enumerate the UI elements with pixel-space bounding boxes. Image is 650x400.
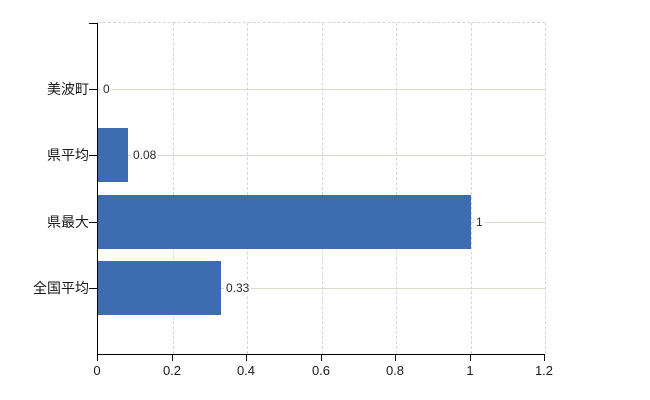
y-axis-tick [89, 155, 98, 156]
vertical-gridline [322, 23, 323, 354]
x-tick-label: 0.2 [162, 363, 182, 378]
vertical-gridline [471, 23, 472, 354]
vertical-gridline [247, 23, 248, 354]
category-label: 県平均 [47, 147, 89, 163]
y-axis-tick [89, 89, 98, 90]
x-axis-tick [321, 355, 322, 361]
x-axis-line [97, 354, 545, 355]
x-axis-tick [246, 355, 247, 361]
bar-value-label: 1 [474, 214, 485, 230]
x-tick-label: 0.8 [385, 363, 405, 378]
plot-border-top [98, 22, 545, 23]
category-label: 県最大 [47, 214, 89, 230]
bar [98, 195, 471, 249]
bar-value-label: 0.08 [131, 147, 159, 163]
category-label: 美波町 [47, 81, 89, 97]
horizontal-gridline [98, 89, 545, 90]
x-axis-tick [395, 355, 396, 361]
x-tick-label: 0 [93, 363, 101, 378]
x-axis-tick [470, 355, 471, 361]
bar-value-label: 0.33 [224, 280, 252, 296]
bar [98, 261, 221, 315]
bar [98, 128, 128, 182]
horizontal-gridline [98, 155, 545, 156]
y-axis-tick [89, 23, 98, 24]
vertical-gridline [396, 23, 397, 354]
x-tick-label: 1 [466, 363, 474, 378]
category-label: 全国平均 [33, 280, 89, 296]
bar-value-label: 0 [101, 81, 112, 97]
vertical-gridline [173, 23, 174, 354]
x-axis-tick [544, 355, 545, 361]
plot-border-right [545, 23, 546, 354]
x-axis-tick [172, 355, 173, 361]
horizontal-gridline [98, 288, 545, 289]
x-tick-label: 0.4 [236, 363, 256, 378]
x-axis-tick [97, 355, 98, 361]
y-axis-tick [89, 222, 98, 223]
y-axis-tick [89, 288, 98, 289]
x-tick-label: 1.2 [534, 363, 554, 378]
y-axis-line [97, 23, 98, 355]
x-tick-label: 0.6 [311, 363, 331, 378]
